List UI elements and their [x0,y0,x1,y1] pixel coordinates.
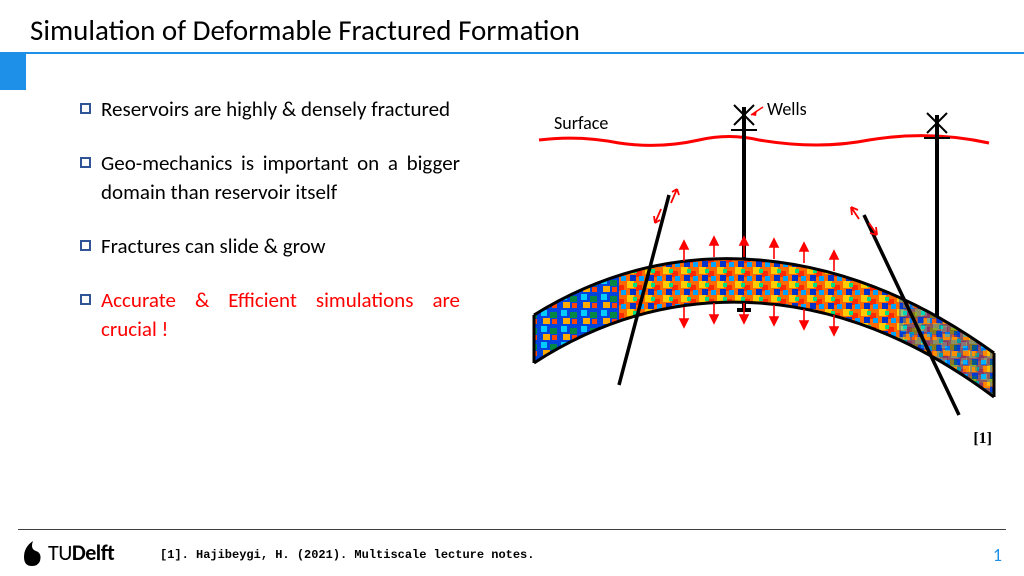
bullet-text: Accurate & Efficient simulations are cru… [101,286,460,343]
page-number: 1 [993,544,1002,566]
footer-divider [18,529,1006,531]
bullet-marker-icon [80,240,91,251]
bullet-item: Fractures can slide & grow [80,232,460,260]
bullet-item: Reservoirs are highly & densely fracture… [80,95,460,123]
bullet-marker-icon [80,157,91,168]
surface-line [539,136,989,146]
bullet-text: Geo-mechanics is important on a bigger d… [101,149,460,206]
well-icon [924,113,950,323]
wells-label: Wells [767,98,807,120]
accent-block [0,52,26,90]
bullet-text: Reservoirs are highly & densely fracture… [101,95,460,123]
bullet-item: Accurate & Efficient simulations are cru… [80,286,460,343]
slip-arrows [654,189,877,235]
surface-label: Surface [554,112,608,134]
bullet-item: Geo-mechanics is important on a bigger d… [80,149,460,206]
bullet-list: Reservoirs are highly & densely fracture… [80,95,460,369]
bullet-marker-icon [80,103,91,114]
footer-citation: [1]. Hajibeygi, H. (2021). Multiscale le… [160,548,534,562]
figure-citation: [1] [973,430,992,448]
bullet-marker-icon [80,294,91,305]
bullet-text: Fractures can slide & grow [101,232,460,260]
flame-icon [20,537,46,567]
slide-title: Simulation of Deformable Fractured Forma… [30,12,580,48]
reservoir-diagram: Surface Wells [519,85,999,425]
logo-text: TUDelft [48,539,114,566]
tudelft-logo: TUDelft [20,536,114,568]
leader-arrowhead [751,110,757,116]
title-underline [26,52,1024,54]
